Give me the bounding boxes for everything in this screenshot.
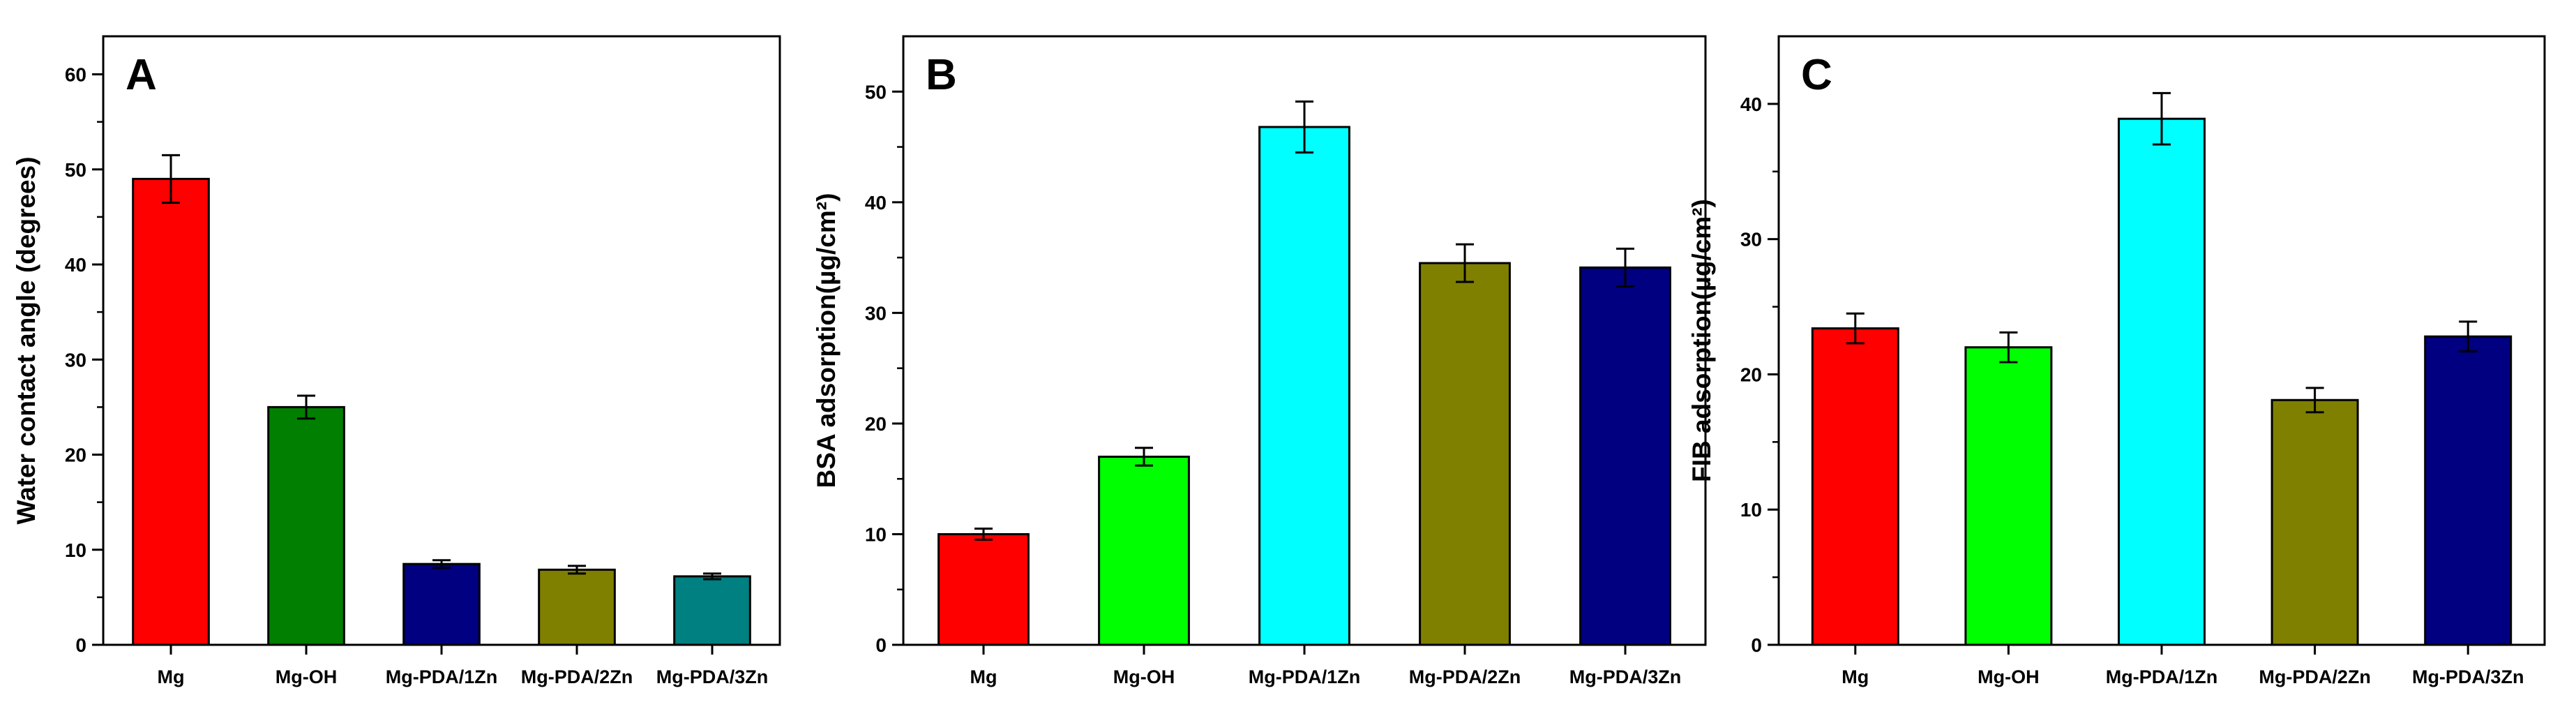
bar	[2424, 335, 2513, 646]
y-axis-title: Water contact angle (degrees)	[12, 156, 40, 524]
y-tick-label: 40	[1740, 94, 1762, 115]
y-axis-title: BSA adsorption(µg/cm²)	[812, 193, 841, 488]
bar	[538, 568, 616, 646]
category-label: Mg-OH	[276, 666, 337, 687]
bar	[1964, 346, 2053, 646]
category-label: Mg-PDA/2Zn	[2259, 666, 2370, 687]
panel-a: 0 10 20 30 40 50 60 Mg Mg-OH Mg-PDA/1Zn Mg-PDA/2Zn…	[12, 35, 781, 687]
category-label: Mg-PDA/2Zn	[1409, 666, 1521, 687]
bar	[267, 405, 345, 646]
bar	[1258, 126, 1350, 646]
y-tick-label: 0	[875, 634, 887, 656]
y-tick-label: 40	[65, 254, 86, 276]
bar	[2270, 398, 2359, 646]
category-label: Mg-PDA/1Zn	[386, 666, 497, 687]
category-label: Mg-OH	[1113, 666, 1175, 687]
bar	[673, 575, 751, 646]
bar	[1419, 262, 1511, 646]
category-label: Mg	[158, 666, 185, 687]
category-label: Mg	[970, 666, 997, 687]
bar	[937, 532, 1030, 646]
category-label: Mg-OH	[1978, 666, 2039, 687]
y-tick-label: 60	[65, 64, 86, 86]
category-label: Mg-PDA/3Zn	[1569, 666, 1681, 687]
category-label: Mg-PDA/3Zn	[656, 666, 768, 687]
y-tick-label: 50	[865, 81, 887, 103]
bar	[402, 562, 481, 646]
y-axis-title: FIB adsorption(µg/cm²)	[1687, 199, 1716, 482]
category-label: Mg-PDA/3Zn	[2412, 666, 2524, 687]
bar	[1811, 327, 1899, 646]
panel-letter: B	[926, 51, 957, 99]
y-tick-label: 10	[865, 523, 887, 545]
category-label: Mg	[1841, 666, 1869, 687]
y-tick-label: 0	[1751, 634, 1762, 656]
bar	[132, 177, 210, 646]
y-tick-label: 10	[65, 539, 86, 561]
y-tick-label: 20	[865, 413, 887, 435]
y-tick-label: 30	[65, 349, 86, 371]
y-tick-label: 50	[65, 159, 86, 181]
panel-letter: C	[1801, 51, 1832, 99]
y-tick-label: 20	[1740, 364, 1762, 385]
category-label: Mg-PDA/1Zn	[1249, 666, 1360, 687]
bar	[1579, 266, 1671, 646]
y-tick-label: 0	[75, 634, 86, 656]
panel-letter: A	[126, 51, 157, 99]
category-label: Mg-PDA/1Zn	[2106, 666, 2217, 687]
bar	[2118, 117, 2206, 646]
bar	[1098, 455, 1190, 646]
y-tick-label: 30	[865, 302, 887, 324]
y-tick-label: 30	[1740, 229, 1762, 251]
panel-b: 0 10 20 30 40 50 Mg Mg-OH Mg-PDA/1Zn Mg-PDA/2Zn Mg…	[812, 35, 1707, 687]
category-label: Mg-PDA/2Zn	[521, 666, 633, 687]
panel-c: 0 10 20 30 40 Mg Mg-OH Mg-PDA/1Zn Mg-PDA/2Zn Mg-P…	[1687, 35, 2546, 687]
y-tick-label: 10	[1740, 499, 1762, 521]
y-tick-label: 20	[65, 445, 86, 466]
y-tick-label: 40	[865, 192, 887, 214]
